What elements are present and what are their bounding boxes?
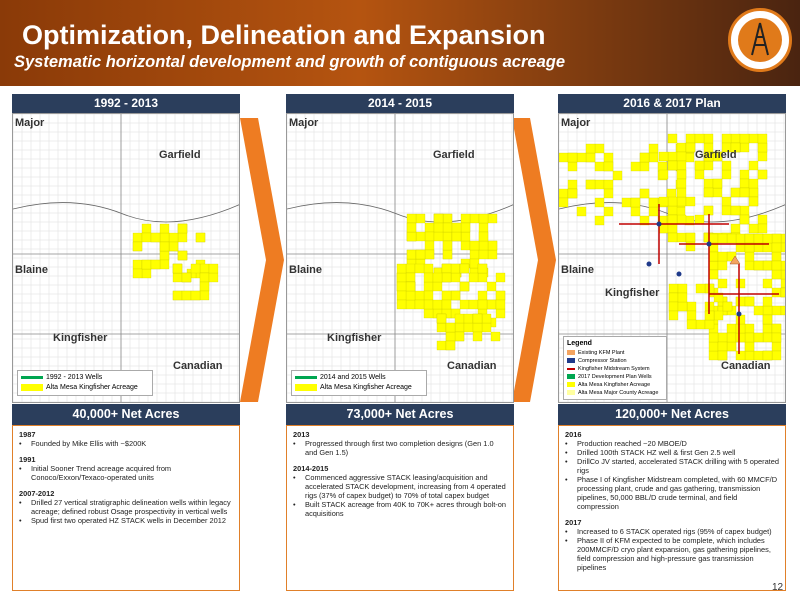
legend-text: 1992 - 2013 Wells: [46, 374, 103, 381]
bullet: Spud first two operated HZ STACK wells i…: [19, 516, 233, 525]
section-heading: 2016: [565, 430, 582, 439]
bullet: Initial Sooner Trend acreage acquired fr…: [19, 464, 233, 482]
bullet: Production reached ~20 MBOE/D: [565, 439, 779, 448]
legend-item: Compressor Station: [567, 357, 663, 365]
county-label: Blaine: [15, 264, 49, 276]
page-number: 12: [772, 582, 784, 593]
section-heading: 1987: [19, 430, 36, 439]
bullet: Drilled 27 vertical stratigraphic deline…: [19, 498, 233, 516]
legend-text: Existing KFM Plant: [578, 350, 625, 356]
bullet: Drilled 100th STACK HZ well & first Gen …: [565, 448, 779, 457]
section-heading: 2007-2012: [19, 489, 55, 498]
county-label: Major: [289, 117, 319, 129]
logo: [728, 8, 792, 72]
legend-text: Alta Mesa Major County Acreage: [578, 390, 659, 396]
legend-item: Kingfisher Midstream System: [567, 365, 663, 373]
bullet: Commenced aggressive STACK leasing/acqui…: [293, 473, 507, 500]
legend-swatch: [567, 374, 575, 380]
header-banner: Optimization, Delineation and Expansion …: [0, 0, 800, 86]
legend-swatch: [21, 375, 43, 379]
county-label: Canadian: [173, 360, 223, 372]
legend-swatch: [567, 350, 575, 356]
slide-subtitle: Systematic horizontal development and gr…: [14, 53, 566, 71]
map-graphic: [13, 114, 239, 402]
period-header: 2014 - 2015: [286, 94, 514, 113]
county-label: Kingfisher: [605, 287, 660, 299]
county-label: Garfield: [159, 149, 201, 161]
legend-swatch: [567, 390, 575, 396]
county-label: Canadian: [447, 360, 497, 372]
legend-swatch: [567, 358, 575, 364]
county-label: Canadian: [721, 360, 771, 372]
legend-item: Alta Mesa Kingfisher Acreage: [295, 383, 423, 393]
county-label: Garfield: [433, 149, 475, 161]
county-label: Major: [561, 117, 591, 129]
bullet: Phase I of Kingfisher Midstream complete…: [565, 475, 779, 511]
legend-swatch: [295, 375, 317, 379]
bullet: DrillCo JV started, accelerated STACK dr…: [565, 457, 779, 475]
bullet: Built STACK acreage from 40K to 70K+ acr…: [293, 500, 507, 518]
county-label: Major: [15, 117, 45, 129]
bullet: Phase II of KFM expected to be complete,…: [565, 536, 779, 572]
legend-item: 1992 - 2013 Wells: [21, 373, 149, 383]
county-label: Blaine: [561, 264, 595, 276]
bullet: Progressed through first two completion …: [293, 439, 507, 457]
legend-swatch: [295, 383, 317, 391]
slide-title: Optimization, Delineation and Expansion: [22, 20, 546, 50]
timeline-box: 2013Progressed through first two complet…: [286, 425, 514, 591]
period-header: 2016 & 2017 Plan: [558, 94, 786, 113]
county-label: Blaine: [289, 264, 323, 276]
map: Major Garfield Blaine Kingfisher Canadian Leg…: [558, 113, 786, 403]
map-legend: Legend Existing KFM Plant Compressor Stati…: [563, 336, 667, 400]
legend-item: Alta Mesa Major County Acreage: [567, 389, 663, 397]
map-legend: 2014 and 2015 Wells Alta Mesa Kingfisher …: [291, 370, 427, 396]
legend-text: Alta Mesa Kingfisher Acreage: [320, 384, 412, 391]
legend-item: Existing KFM Plant: [567, 349, 663, 357]
section-heading: 2013: [293, 430, 310, 439]
legend-text: 2017 Development Plan Wells: [578, 374, 652, 380]
county-label: Kingfisher: [53, 332, 108, 344]
county-label: Garfield: [695, 149, 737, 161]
legend-text: Compressor Station: [578, 358, 627, 364]
map-legend: 1992 - 2013 Wells Alta Mesa Kingfisher Ac…: [17, 370, 153, 396]
legend-swatch: [567, 367, 575, 370]
legend-item: Alta Mesa Kingfisher Acreage: [21, 383, 149, 393]
arrow: [512, 118, 556, 402]
county-label: Kingfisher: [327, 332, 382, 344]
legend-title: Legend: [567, 340, 592, 347]
legend-item: 2014 and 2015 Wells: [295, 373, 423, 383]
legend-item: 2017 Development Plan Wells: [567, 373, 663, 381]
map: Major Garfield Blaine Kingfisher Canadian 201…: [286, 113, 514, 403]
legend-text: Alta Mesa Kingfisher Acreage: [46, 384, 138, 391]
period-header: 1992 - 2013: [12, 94, 240, 113]
legend-swatch: [21, 383, 43, 391]
timeline-box: 2016Production reached ~20 MBOE/DDrilled…: [558, 425, 786, 591]
net-acres: 120,000+ Net Acres: [558, 404, 786, 425]
section-heading: 2014-2015: [293, 464, 329, 473]
section-heading: 2017: [565, 518, 582, 527]
section-heading: 1991: [19, 455, 36, 464]
legend-swatch: [567, 382, 575, 388]
legend-text: Kingfisher Midstream System: [578, 366, 650, 372]
map: Major Garfield Blaine Kingfisher Canadian 199…: [12, 113, 240, 403]
legend-text: Alta Mesa Kingfisher Acreage: [578, 382, 651, 388]
net-acres: 73,000+ Net Acres: [286, 404, 514, 425]
timeline-box: 1987Founded by Mike Ellis with ~$200K 199…: [12, 425, 240, 591]
bullet: Increased to 6 STACK operated rigs (95% …: [565, 527, 779, 536]
net-acres: 40,000+ Net Acres: [12, 404, 240, 425]
legend-text: 2014 and 2015 Wells: [320, 374, 386, 381]
arrow: [240, 118, 284, 402]
bullet: Founded by Mike Ellis with ~$200K: [19, 439, 233, 448]
legend-item: Alta Mesa Kingfisher Acreage: [567, 381, 663, 389]
